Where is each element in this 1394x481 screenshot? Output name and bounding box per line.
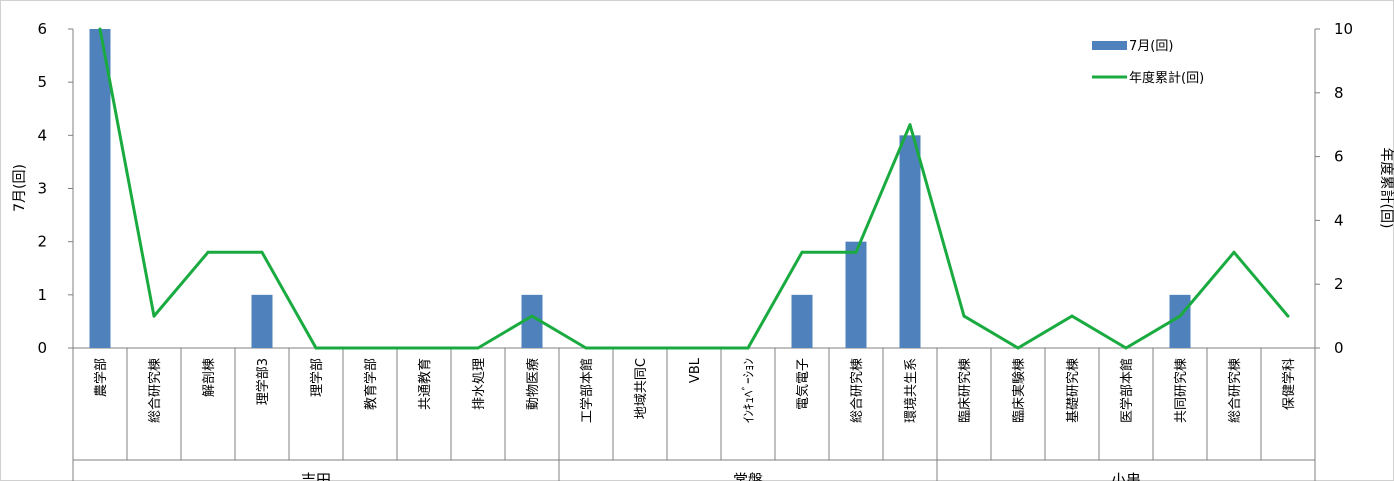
line-point (1124, 346, 1128, 350)
y-right-tick-label: 4 (1334, 211, 1344, 229)
category-label: ｲﾝｷｭﾍﾞｰｼｮﾝ (742, 358, 757, 423)
group-labels: 吉田 常盤 小串 (301, 471, 1141, 481)
category-label: 理学部3 (255, 358, 271, 405)
category-label: 環境共生系 (904, 358, 919, 423)
line-point (854, 250, 858, 254)
bar (251, 294, 273, 348)
category-labels: 農学部 総合研究棟 解剖棟 理学部3 理学部 教育学部 共通教育 排水処理 動物医療 工学部本館 地… (93, 357, 1297, 423)
bar (89, 29, 111, 348)
line-point (368, 346, 372, 350)
y-left-tick-label: 2 (37, 233, 47, 251)
category-label: 基礎研究棟 (1066, 358, 1081, 423)
category-label: 地域共同C (634, 358, 649, 419)
category-label: 理学部 (309, 358, 325, 397)
category-label: 総合研究棟 (148, 358, 163, 423)
group-label: 吉田 (301, 471, 331, 481)
category-label: 総合研究棟 (850, 358, 865, 423)
legend-bar-swatch (1092, 41, 1127, 50)
category-label: 臨床実験棟 (1011, 358, 1027, 423)
line-series (98, 27, 1290, 350)
y-axis-right-label: 年度累計(回) (1378, 148, 1394, 229)
category-label: 動物医療 (526, 358, 541, 410)
category-label: 医学部本館 (1119, 358, 1135, 423)
line-point (962, 314, 966, 318)
legend-bar-label: 7月(回) (1129, 39, 1173, 54)
line-point (584, 346, 588, 350)
line-point (206, 250, 210, 254)
line-point (260, 250, 264, 254)
line-point (746, 346, 750, 350)
line-point (422, 346, 426, 350)
y-right-tick-label: 0 (1334, 339, 1344, 357)
category-label: 総合研究棟 (1228, 358, 1243, 423)
line-point (1232, 250, 1236, 254)
category-label: 共同研究棟 (1174, 358, 1189, 423)
category-label: 教育学部 (363, 358, 379, 410)
line-point (800, 250, 804, 254)
y-right-tick-label: 10 (1334, 20, 1353, 38)
line-point (1178, 314, 1182, 318)
bar (521, 294, 543, 348)
y-left-tick-label: 6 (37, 20, 47, 38)
line-point (1286, 314, 1290, 318)
category-label: 共通教育 (417, 358, 433, 410)
y-right-tick-label: 6 (1334, 148, 1344, 166)
line-point (152, 314, 156, 318)
category-label: 臨床研究棟 (958, 358, 973, 423)
category-label: 電気電子 (795, 358, 811, 410)
y-left-tick-label: 3 (37, 180, 47, 198)
line-point (638, 346, 642, 350)
y-left-tick-label: 0 (37, 339, 47, 357)
line-point (530, 314, 534, 318)
bar (845, 241, 867, 348)
y-right-tick-label: 8 (1334, 84, 1344, 102)
axes: 0 1 2 3 4 5 6 0 2 4 6 8 10 (37, 20, 1353, 481)
y-right-tick-label: 2 (1334, 275, 1344, 293)
category-label: 工学部本館 (579, 358, 595, 423)
line-point (692, 346, 696, 350)
bar-series (89, 29, 1191, 348)
y-left-tick-label: 1 (37, 286, 47, 304)
line-point (1070, 314, 1074, 318)
category-label: 農学部 (93, 358, 109, 397)
y-axis-left-label: 7月(回) (12, 164, 28, 212)
legend-line-label: 年度累計(回) (1129, 70, 1204, 86)
line-point (1016, 346, 1020, 350)
line-point (98, 27, 102, 31)
line-point (314, 346, 318, 350)
category-label: 解剖棟 (202, 358, 217, 397)
bar (899, 135, 921, 348)
y-left-tick-label: 4 (37, 126, 47, 144)
line-point (908, 123, 912, 127)
category-label: 排水処理 (472, 358, 487, 410)
group-label: 常盤 (733, 471, 763, 481)
category-label: 保健学科 (1281, 358, 1297, 410)
y-left-tick-label: 5 (37, 73, 47, 91)
line-point (476, 346, 480, 350)
category-label: VBL (688, 357, 703, 383)
bar (791, 294, 813, 348)
legend: 7月(回) 年度累計(回) (1092, 39, 1204, 86)
group-label: 小串 (1111, 471, 1141, 481)
